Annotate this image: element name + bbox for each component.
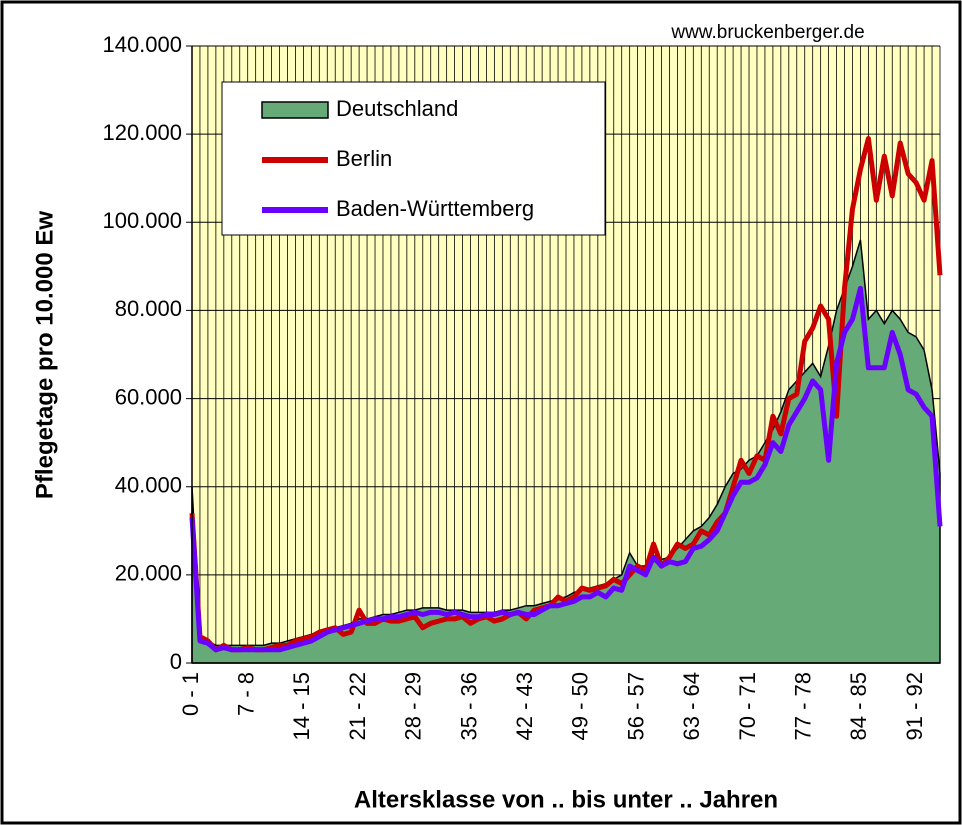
x-tick-label: 63 - 64 (679, 672, 704, 741)
x-tick-label: 0 - 1 (178, 672, 203, 716)
x-tick-label: 42 - 43 (512, 672, 537, 741)
legend-label: Berlin (336, 146, 392, 171)
x-axis-label: Altersklasse von .. bis unter .. Jahren (354, 786, 778, 813)
x-tick-label: 28 - 29 (401, 672, 426, 741)
y-tick-label: 20.000 (115, 561, 182, 586)
y-tick-label: 60.000 (115, 384, 182, 409)
x-tick-label: 91 - 92 (902, 672, 927, 741)
y-tick-label: 0 (170, 649, 182, 674)
legend-swatch (261, 101, 329, 119)
y-axis-label: Pflegetage pro 10.000 Ew (31, 211, 58, 499)
x-tick-label: 7 - 8 (234, 672, 259, 716)
x-tick-label: 56 - 57 (623, 672, 648, 741)
x-tick-label: 21 - 22 (345, 672, 370, 741)
x-tick-label: 35 - 36 (456, 672, 481, 741)
legend-label: Baden-Württemberg (336, 196, 534, 221)
y-tick-label: 80.000 (115, 296, 182, 321)
x-tick-label: 49 - 50 (568, 672, 593, 741)
source: www.bruckenberger.de (670, 22, 864, 43)
x-tick-label: 14 - 15 (289, 672, 314, 741)
x-tick-label: 77 - 78 (791, 672, 816, 741)
x-tick-label: 70 - 71 (735, 672, 760, 741)
y-tick-label: 40.000 (115, 473, 182, 498)
legend: Deutschland Berlin Baden-Württemberg (221, 81, 606, 236)
y-tick-label: 120.000 (102, 120, 182, 145)
legend-label: Deutschland (336, 96, 458, 121)
x-tick-label: 84 - 85 (846, 672, 871, 741)
line (189, 285, 943, 653)
y-tick-label: 140.000 (102, 32, 182, 57)
y-tick-label: 100.000 (102, 208, 182, 233)
